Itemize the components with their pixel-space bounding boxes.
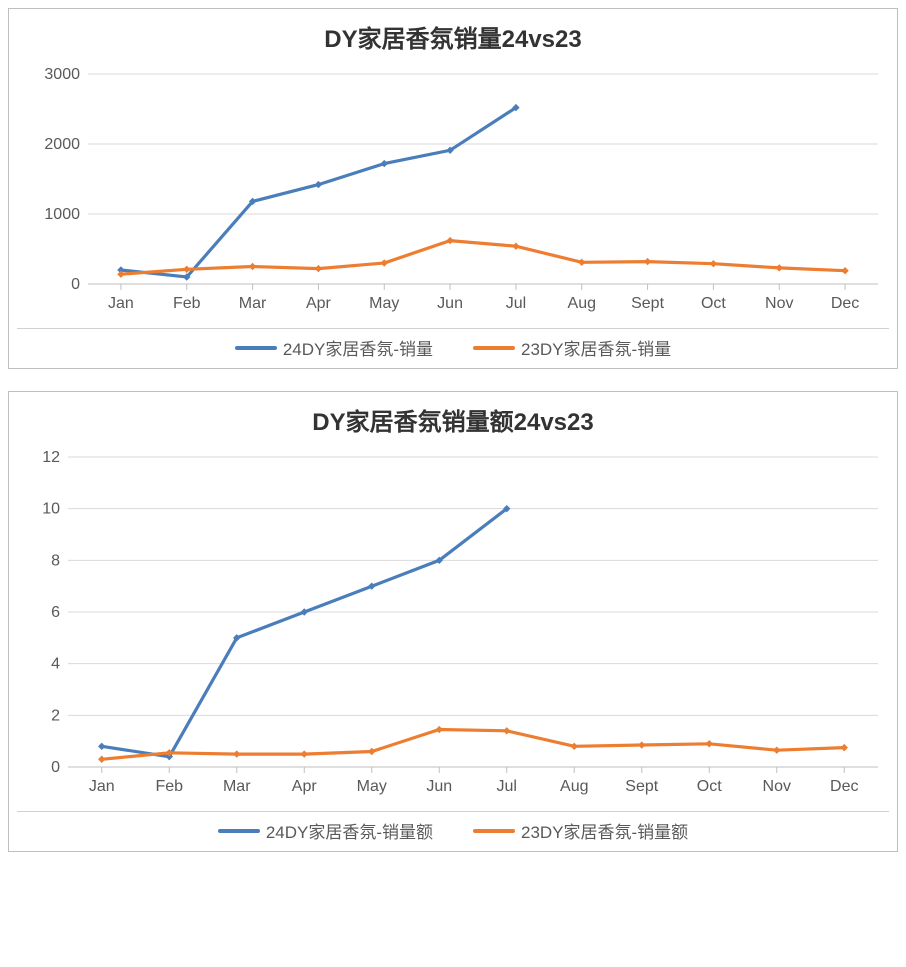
svg-text:Aug: Aug — [560, 778, 588, 795]
svg-text:Nov: Nov — [765, 295, 793, 312]
svg-text:Jul: Jul — [497, 778, 517, 795]
svg-text:10: 10 — [42, 501, 60, 518]
svg-text:0: 0 — [71, 276, 80, 293]
svg-text:Nov: Nov — [763, 778, 791, 795]
svg-text:Jan: Jan — [108, 295, 134, 312]
svg-text:Dec: Dec — [831, 295, 859, 312]
svg-text:4: 4 — [51, 656, 60, 673]
svg-text:Apr: Apr — [306, 295, 332, 312]
legend-label: 23DY家居香氛-销量 — [521, 335, 671, 360]
chart-1-legend-item-24: 24DY家居香氛-销量 — [235, 335, 433, 360]
svg-text:Apr: Apr — [292, 778, 318, 795]
svg-text:Oct: Oct — [701, 295, 726, 312]
svg-text:May: May — [369, 295, 399, 312]
svg-text:Feb: Feb — [173, 295, 201, 312]
legend-label: 24DY家居香氛-销量额 — [266, 818, 433, 843]
svg-text:8: 8 — [51, 552, 60, 569]
legend-swatch-icon — [473, 829, 515, 833]
svg-text:Aug: Aug — [568, 295, 596, 312]
chart-1-title: DY家居香氛销量24vs23 — [17, 19, 889, 54]
chart-1: DY家居香氛销量24vs23 0 1000 2000 3000 Jan Feb Mar Apr… — [8, 8, 898, 369]
svg-text:Feb: Feb — [155, 778, 183, 795]
svg-text:Sept: Sept — [625, 778, 658, 795]
svg-text:Jul: Jul — [506, 295, 526, 312]
svg-text:Sept: Sept — [631, 295, 664, 312]
chart-2-svg: 0 2 4 6 8 10 12 Jan Feb Mar Apr May Jun Jul Aug Sept Oct… — [17, 447, 889, 807]
legend-swatch-icon — [473, 346, 515, 350]
chart-1-plot: 0 1000 2000 3000 Jan Feb Mar Apr May Jun Jul Aug Sep… — [17, 64, 889, 324]
legend-label: 23DY家居香氛-销量额 — [521, 818, 688, 843]
svg-text:2000: 2000 — [44, 136, 80, 153]
chart-1-svg: 0 1000 2000 3000 Jan Feb Mar Apr May Jun Jul Aug Sep… — [17, 64, 889, 324]
svg-text:12: 12 — [42, 449, 60, 466]
legend-label: 24DY家居香氛-销量 — [283, 335, 433, 360]
svg-text:3000: 3000 — [44, 66, 80, 83]
svg-text:Jun: Jun — [437, 295, 463, 312]
chart-2-legend: 24DY家居香氛-销量额 23DY家居香氛-销量额 — [17, 811, 889, 845]
svg-text:1000: 1000 — [44, 206, 80, 223]
legend-swatch-icon — [218, 829, 260, 833]
svg-text:Mar: Mar — [239, 295, 267, 312]
chart-2-legend-item-23: 23DY家居香氛-销量额 — [473, 818, 688, 843]
svg-text:May: May — [357, 778, 387, 795]
legend-swatch-icon — [235, 346, 277, 350]
chart-2-plot: 0 2 4 6 8 10 12 Jan Feb Mar Apr May Jun Jul Aug Sept Oct… — [17, 447, 889, 807]
svg-text:2: 2 — [51, 707, 60, 724]
chart-2-title: DY家居香氛销量额24vs23 — [17, 402, 889, 437]
chart-1-legend: 24DY家居香氛-销量 23DY家居香氛-销量 — [17, 328, 889, 362]
svg-text:0: 0 — [51, 759, 60, 776]
chart-2: DY家居香氛销量额24vs23 0 2 4 6 8 10 12 Jan Feb Mar Apr May… — [8, 391, 898, 852]
svg-text:6: 6 — [51, 604, 60, 621]
chart-2-legend-item-24: 24DY家居香氛-销量额 — [218, 818, 433, 843]
chart-1-legend-item-23: 23DY家居香氛-销量 — [473, 335, 671, 360]
svg-text:Mar: Mar — [223, 778, 251, 795]
svg-text:Jan: Jan — [89, 778, 115, 795]
svg-text:Jun: Jun — [426, 778, 452, 795]
svg-text:Dec: Dec — [830, 778, 858, 795]
svg-text:Oct: Oct — [697, 778, 722, 795]
